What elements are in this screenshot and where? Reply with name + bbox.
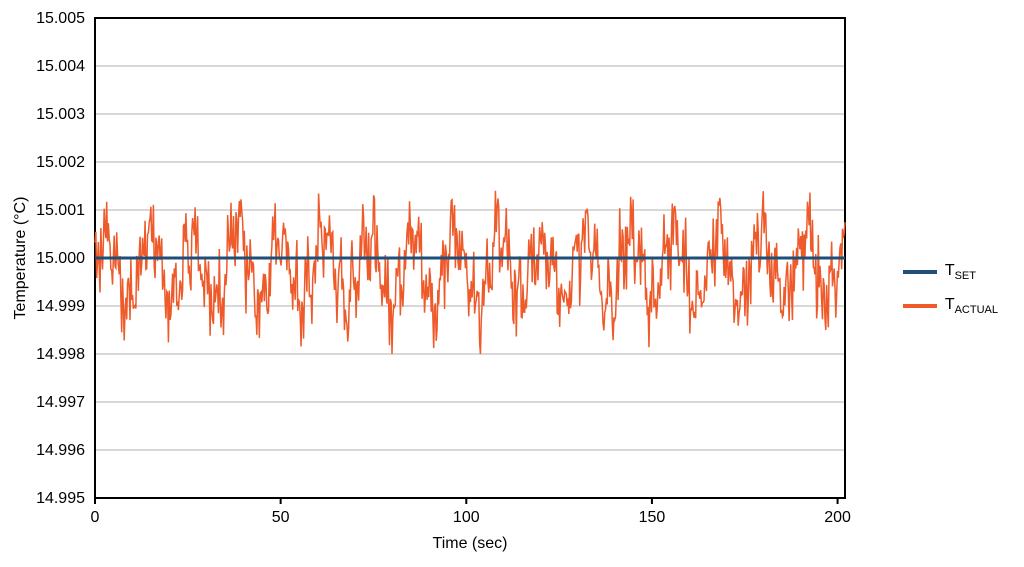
svg-text:14.996: 14.996	[36, 442, 85, 459]
svg-text:14.995: 14.995	[36, 490, 85, 507]
legend-item-tset: TSET	[903, 262, 998, 282]
svg-text:15.004: 15.004	[36, 58, 85, 75]
legend-swatch-tset	[903, 270, 937, 274]
x-axis-label: Time (sec)	[433, 535, 508, 552]
legend-item-tactual: TACTUAL	[903, 296, 998, 316]
svg-text:100: 100	[453, 509, 480, 526]
chart-container: 14.995 14.996 14.997 14.998 14.999 15.000 15.0…	[0, 0, 1024, 567]
svg-text:14.998: 14.998	[36, 346, 85, 363]
legend-swatch-tactual	[903, 304, 937, 308]
y-axis-label: Temperature (°C)	[12, 197, 29, 320]
legend-label-tset: TSET	[945, 262, 976, 282]
svg-text:14.999: 14.999	[36, 298, 85, 315]
svg-text:50: 50	[272, 509, 290, 526]
svg-text:15.003: 15.003	[36, 106, 85, 123]
svg-text:14.997: 14.997	[36, 394, 85, 411]
svg-text:200: 200	[824, 509, 851, 526]
series-tactual	[95, 191, 845, 354]
svg-text:0: 0	[91, 509, 100, 526]
svg-text:15.000: 15.000	[36, 250, 85, 267]
svg-text:15.002: 15.002	[36, 154, 85, 171]
temperature-chart: 14.995 14.996 14.997 14.998 14.999 15.000 15.0…	[0, 0, 1024, 567]
svg-text:15.001: 15.001	[36, 202, 85, 219]
legend-label-tactual: TACTUAL	[945, 296, 998, 316]
svg-text:15.005: 15.005	[36, 10, 85, 27]
svg-text:150: 150	[639, 509, 666, 526]
legend: TSET TACTUAL	[903, 248, 998, 330]
